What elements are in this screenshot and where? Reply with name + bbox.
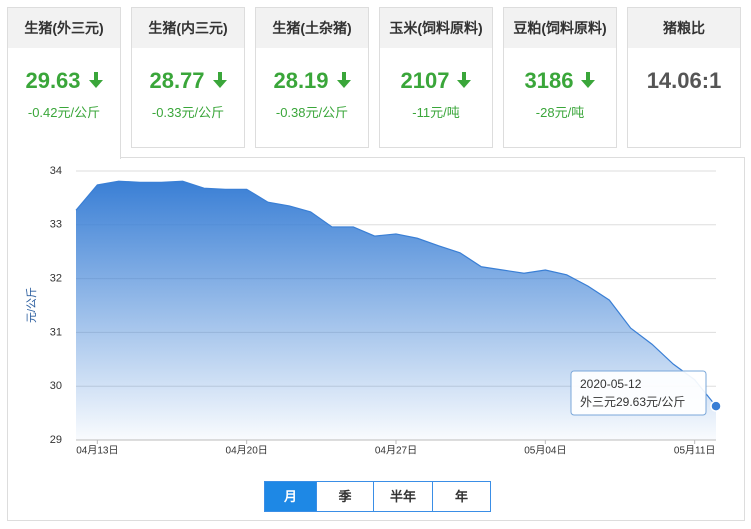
price-card: 豆粕(饲料原料) 3186 -28元/吨 — [503, 7, 617, 148]
card-title: 生猪(内三元) — [132, 8, 244, 48]
x-tick-label: 04月27日 — [375, 445, 417, 457]
tooltip-text: 外三元29.63元/公斤 — [580, 395, 685, 409]
card-value: 28.77 — [149, 68, 205, 93]
range-button[interactable]: 半年 — [373, 481, 433, 512]
x-tick-label: 04月13日 — [76, 445, 118, 457]
card-title: 生猪(外三元) — [8, 8, 120, 48]
price-card: 玉米(饲料原料) 2107 -11元/吨 — [379, 7, 493, 148]
card-change: -28元/吨 — [535, 105, 585, 120]
y-axis-label: 元/公斤 — [25, 287, 38, 323]
card-title: 猪粮比 — [628, 8, 740, 48]
card-value-row: 2107 — [380, 68, 492, 94]
card-value-row: 28.77 — [132, 68, 244, 94]
down-arrow — [88, 72, 103, 88]
card-value: 29.63 — [25, 68, 81, 93]
card-change: -11元/吨 — [412, 105, 460, 120]
range-button[interactable]: 年 — [432, 481, 491, 512]
card-title: 玉米(饲料原料) — [380, 8, 492, 48]
y-tick-label: 33 — [50, 219, 62, 231]
price-card: 生猪(土杂猪) 28.19 -0.38元/公斤 — [255, 7, 369, 148]
card-title: 豆粕(饲料原料) — [504, 8, 616, 48]
card-value-row: 3186 — [504, 68, 616, 94]
down-arrow — [212, 72, 227, 88]
tooltip-box — [570, 370, 707, 416]
card-value-row: 28.19 — [256, 68, 368, 94]
card-value: 2107 — [400, 68, 450, 93]
x-tick-label: 05月04日 — [524, 445, 566, 457]
card-value-row: 14.06:1 — [628, 68, 740, 94]
card-change: -0.33元/公斤 — [151, 105, 225, 120]
x-tick-label: 05月11日 — [674, 445, 716, 457]
price-card: 猪粮比 14.06:1 — [627, 7, 741, 148]
card-change: -0.38元/公斤 — [275, 105, 349, 120]
card-value-row: 29.63 — [8, 68, 120, 94]
y-tick-label: 30 — [50, 380, 62, 392]
range-button[interactable]: 月 — [264, 481, 317, 512]
range-buttons: 月季半年年 — [264, 481, 491, 512]
card-value: 28.19 — [273, 68, 329, 93]
price-card: 生猪(外三元) 29.63 -0.42元/公斤 — [7, 7, 121, 159]
highlight-point — [710, 400, 722, 412]
y-tick-label: 32 — [50, 273, 62, 285]
area — [76, 181, 716, 441]
x-tick-label: 04月20日 — [226, 445, 268, 457]
card-change: -0.42元/公斤 — [27, 105, 101, 120]
card-title: 生猪(土杂猪) — [256, 8, 368, 48]
line — [75, 180, 717, 407]
y-tick-label: 29 — [50, 434, 62, 446]
card-value: 3186 — [524, 68, 574, 93]
card-value: 14.06:1 — [646, 68, 722, 93]
chart-panel — [7, 157, 745, 521]
down-arrow — [336, 72, 351, 88]
price-card: 生猪(内三元) 28.77 -0.33元/公斤 — [131, 7, 245, 148]
down-arrow — [457, 72, 472, 88]
y-tick-label: 31 — [50, 326, 62, 338]
y-tick-label: 34 — [50, 165, 62, 177]
tooltip-date: 2020-05-12 — [580, 377, 642, 391]
range-button[interactable]: 季 — [316, 481, 374, 512]
down-arrow — [581, 72, 596, 88]
